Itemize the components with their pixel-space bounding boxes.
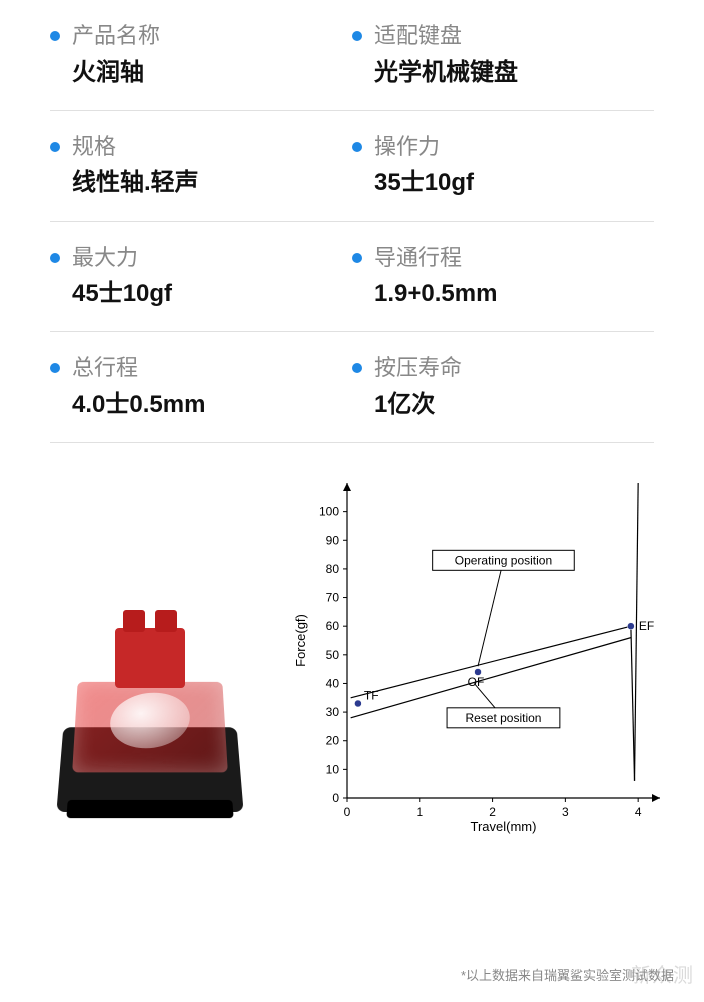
svg-text:4: 4 bbox=[635, 805, 642, 819]
spec-value: 1.9+0.5mm bbox=[374, 278, 497, 309]
svg-text:10: 10 bbox=[326, 762, 340, 776]
spec-cell: 操作力 35士10gf bbox=[352, 133, 654, 199]
svg-text:TF: TF bbox=[364, 689, 379, 703]
svg-text:80: 80 bbox=[326, 562, 340, 576]
spec-label: 总行程 bbox=[72, 354, 205, 383]
bullet-icon bbox=[50, 142, 60, 152]
spec-cell: 适配键盘 光学机械键盘 bbox=[352, 22, 654, 88]
svg-text:40: 40 bbox=[326, 677, 340, 691]
svg-text:0: 0 bbox=[344, 805, 351, 819]
svg-text:70: 70 bbox=[326, 591, 340, 605]
svg-text:1: 1 bbox=[416, 805, 423, 819]
spec-label: 导通行程 bbox=[374, 244, 497, 273]
spec-label: 操作力 bbox=[374, 133, 474, 162]
svg-text:2: 2 bbox=[489, 805, 496, 819]
bullet-icon bbox=[352, 253, 362, 263]
force-travel-chart: 0 10 20 30 40 50 60 70 80 90 100 0 1 2 3 4 Force(gf) Trav… bbox=[280, 473, 684, 843]
spec-label: 最大力 bbox=[72, 244, 172, 273]
spec-label: 按压寿命 bbox=[374, 354, 462, 383]
switch-illustration bbox=[20, 583, 280, 843]
svg-text:0: 0 bbox=[332, 791, 339, 805]
svg-text:30: 30 bbox=[326, 705, 340, 719]
bullet-icon bbox=[352, 142, 362, 152]
svg-text:3: 3 bbox=[562, 805, 569, 819]
spec-cell: 总行程 4.0士0.5mm bbox=[50, 354, 352, 420]
spec-value: 光学机械键盘 bbox=[374, 57, 518, 88]
spec-cell: 产品名称 火润轴 bbox=[50, 22, 352, 88]
bullet-icon bbox=[50, 363, 60, 373]
bottom-area: 0 10 20 30 40 50 60 70 80 90 100 0 1 2 3 4 Force(gf) Trav… bbox=[0, 443, 704, 843]
svg-text:Reset position: Reset position bbox=[465, 711, 541, 725]
spec-row: 总行程 4.0士0.5mm 按压寿命 1亿次 bbox=[50, 332, 654, 443]
spec-cell: 规格 线性轴.轻声 bbox=[50, 133, 352, 199]
svg-text:20: 20 bbox=[326, 734, 340, 748]
svg-text:Travel(mm): Travel(mm) bbox=[471, 819, 537, 834]
svg-text:Operating position: Operating position bbox=[455, 553, 552, 567]
spec-label: 产品名称 bbox=[72, 22, 160, 51]
spec-value: 45士10gf bbox=[72, 278, 172, 309]
spec-value: 线性轴.轻声 bbox=[72, 167, 199, 198]
spec-value: 4.0士0.5mm bbox=[72, 389, 205, 420]
bullet-icon bbox=[50, 253, 60, 263]
spec-row: 规格 线性轴.轻声 操作力 35士10gf bbox=[50, 111, 654, 222]
watermark: 新众测 bbox=[631, 959, 694, 988]
spec-value: 1亿次 bbox=[374, 389, 462, 420]
svg-text:60: 60 bbox=[326, 619, 340, 633]
spec-cell: 最大力 45士10gf bbox=[50, 244, 352, 310]
bullet-icon bbox=[352, 363, 362, 373]
svg-text:OF: OF bbox=[468, 675, 485, 689]
svg-text:100: 100 bbox=[319, 505, 339, 519]
spec-cell: 按压寿命 1亿次 bbox=[352, 354, 654, 420]
spec-cell: 导通行程 1.9+0.5mm bbox=[352, 244, 654, 310]
spec-grid: 产品名称 火润轴 适配键盘 光学机械键盘 规格 线性轴.轻声 操作力 35士10… bbox=[0, 0, 704, 443]
spec-value: 火润轴 bbox=[72, 57, 160, 88]
bullet-icon bbox=[50, 31, 60, 41]
spec-row: 最大力 45士10gf 导通行程 1.9+0.5mm bbox=[50, 222, 654, 333]
svg-text:EF: EF bbox=[639, 619, 654, 633]
spec-label: 规格 bbox=[72, 133, 199, 162]
svg-text:90: 90 bbox=[326, 533, 340, 547]
spec-row: 产品名称 火润轴 适配键盘 光学机械键盘 bbox=[50, 0, 654, 111]
bullet-icon bbox=[352, 31, 362, 41]
spec-label: 适配键盘 bbox=[374, 22, 518, 51]
svg-text:Force(gf): Force(gf) bbox=[293, 614, 308, 667]
svg-text:50: 50 bbox=[326, 648, 340, 662]
spec-value: 35士10gf bbox=[374, 167, 474, 198]
